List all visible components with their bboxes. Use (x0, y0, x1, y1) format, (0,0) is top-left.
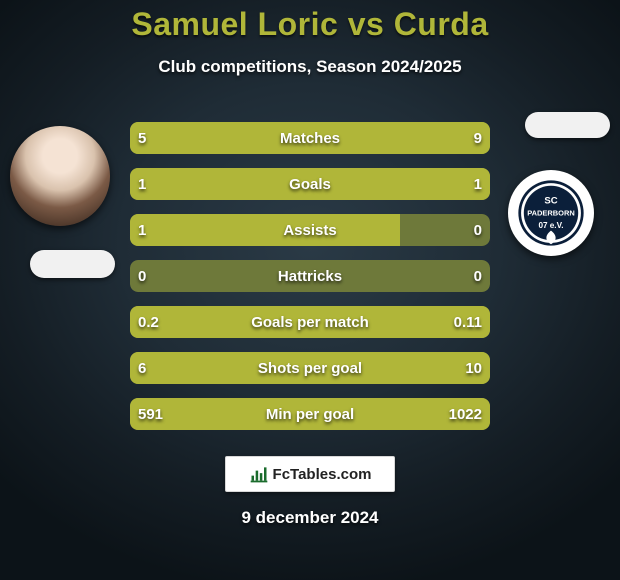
brand-text: FcTables.com (273, 466, 372, 483)
title-player2: Curda (394, 6, 489, 42)
stat-label: Goals per match (130, 306, 490, 338)
stat-row: 11Goals (130, 168, 490, 200)
svg-text:07 e.V.: 07 e.V. (538, 221, 563, 230)
stat-label: Min per goal (130, 398, 490, 430)
stats-bars: 59Matches 11Goals 10Assists 00Hattricks 0.20… (130, 122, 490, 444)
footer-date: 9 december 2024 (0, 508, 620, 528)
title-player1: Samuel Loric (131, 6, 338, 42)
stat-label: Hattricks (130, 260, 490, 292)
paderborn-logo-icon: SC PADERBORN 07 e.V. (517, 179, 585, 247)
stat-label: Matches (130, 122, 490, 154)
stat-label: Assists (130, 214, 490, 246)
page-title: Samuel Loric vs Curda (0, 0, 620, 43)
stat-label: Shots per goal (130, 352, 490, 384)
subtitle: Club competitions, Season 2024/2025 (0, 57, 620, 77)
player1-team-badge (30, 250, 115, 278)
chart-icon (249, 464, 269, 484)
stat-row: 610Shots per goal (130, 352, 490, 384)
svg-text:SC: SC (544, 195, 557, 206)
stat-row: 5911022Min per goal (130, 398, 490, 430)
player1-avatar (10, 126, 110, 226)
stat-row: 10Assists (130, 214, 490, 246)
stat-row: 59Matches (130, 122, 490, 154)
svg-text:PADERBORN: PADERBORN (527, 209, 575, 218)
player2-team-badge: SC PADERBORN 07 e.V. (508, 170, 594, 256)
title-vs: vs (348, 6, 385, 42)
brand-badge: FcTables.com (225, 456, 395, 492)
stat-row: 00Hattricks (130, 260, 490, 292)
stat-row: 0.20.11Goals per match (130, 306, 490, 338)
stat-label: Goals (130, 168, 490, 200)
player2-avatar-placeholder (525, 112, 610, 138)
